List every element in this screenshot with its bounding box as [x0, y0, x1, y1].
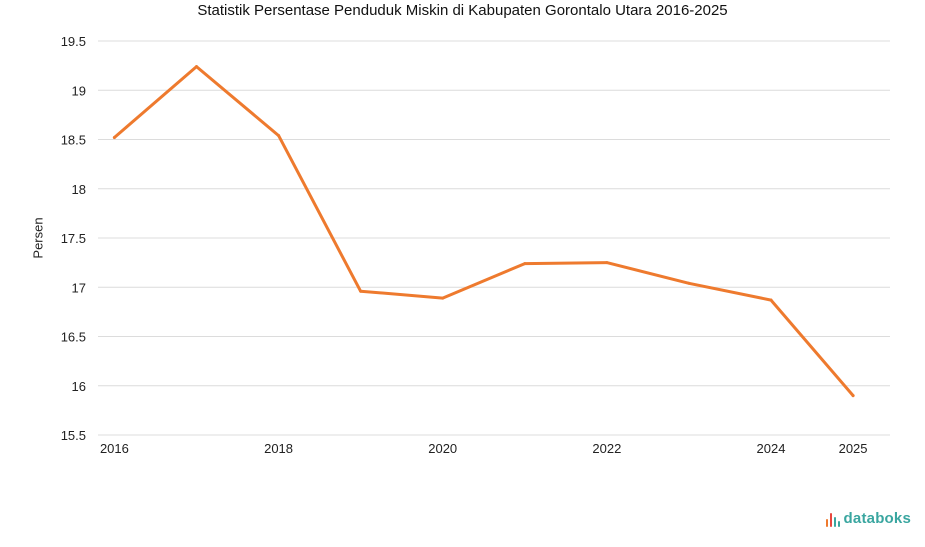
series-layer [112, 65, 855, 398]
y-tick-label: 18 [72, 182, 86, 197]
y-tick-labels: 15.5 16 16.5 17 17.5 18 18.5 19 19.5 [61, 34, 86, 443]
data-point[interactable] [441, 296, 445, 300]
x-tick-label: 2025 [839, 441, 868, 456]
x-tick-label: 2016 [100, 441, 129, 456]
brand-logo: databoks [825, 510, 911, 527]
x-tick-label: 2022 [592, 441, 621, 456]
y-tick-label: 15.5 [61, 428, 86, 443]
y-tick-label: 17.5 [61, 231, 86, 246]
brand-name: databoks [843, 510, 911, 527]
data-point[interactable] [194, 65, 198, 69]
y-tick-label: 18.5 [61, 133, 86, 148]
chart-title: Statistik Persentase Penduduk Miskin di … [197, 2, 728, 19]
x-tick-label: 2024 [757, 441, 786, 456]
data-point[interactable] [769, 298, 773, 302]
y-tick-label: 16 [72, 379, 86, 394]
x-tick-label: 2018 [264, 441, 293, 456]
data-point[interactable] [112, 136, 116, 140]
data-point[interactable] [851, 394, 855, 398]
data-point[interactable] [523, 262, 527, 266]
grid-lines [98, 40, 890, 436]
databoks-logo-icon [825, 511, 840, 527]
y-tick-label: 16.5 [61, 330, 86, 345]
data-point[interactable] [277, 134, 281, 138]
x-tick-label: 2020 [428, 441, 457, 456]
y-tick-label: 17 [72, 280, 86, 295]
data-point[interactable] [605, 261, 609, 265]
data-point[interactable] [359, 289, 363, 293]
x-tick-labels: 2016 2018 2020 2022 2024 2025 [100, 441, 868, 456]
data-point[interactable] [687, 281, 691, 285]
y-tick-label: 19.5 [61, 34, 86, 49]
y-tick-label: 19 [72, 83, 86, 98]
series-line [112, 65, 855, 398]
